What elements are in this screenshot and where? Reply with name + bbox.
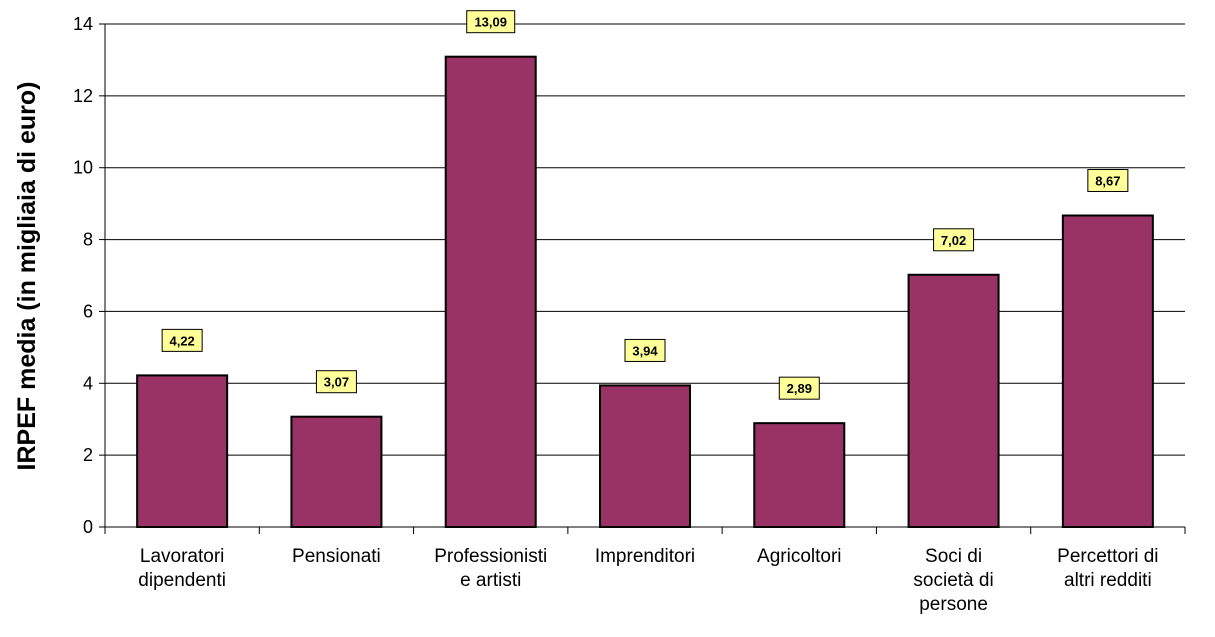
data-label-value: 13,09 bbox=[474, 15, 507, 30]
bar bbox=[136, 374, 229, 529]
data-label-box bbox=[161, 328, 203, 352]
y-tick-label: 4 bbox=[83, 373, 93, 393]
data-label: 7,02 bbox=[933, 228, 975, 252]
data-label-box bbox=[778, 376, 820, 400]
data-label: 8,67 bbox=[1087, 168, 1129, 192]
y-axis-label: IRPEF media (in migliaia di euro) bbox=[13, 82, 41, 471]
data-label-box bbox=[466, 10, 516, 34]
bar bbox=[444, 55, 537, 528]
data-label: 13,09 bbox=[466, 10, 516, 34]
data-label-value: 3,07 bbox=[324, 375, 349, 390]
category-label: Pensionati bbox=[292, 546, 381, 567]
y-tick-label: 14 bbox=[73, 14, 93, 34]
data-label: 3,07 bbox=[315, 370, 357, 394]
data-label: 3,94 bbox=[624, 338, 666, 362]
y-tick-label: 0 bbox=[83, 517, 93, 537]
y-tick-label: 12 bbox=[73, 86, 93, 106]
category-labels: Lavoratori dipendenti Pensionati Profession… bbox=[138, 546, 1158, 615]
bar bbox=[599, 384, 691, 529]
data-labels: 4,22 3,07 13,09 3,94 2,89 7,02 8,67 bbox=[161, 10, 1129, 400]
data-label-value: 8,67 bbox=[1095, 173, 1120, 188]
data-label: 2,89 bbox=[778, 376, 820, 400]
bars bbox=[136, 55, 1154, 529]
category-label: Percettori di altri redditi bbox=[1057, 546, 1158, 591]
bar bbox=[907, 273, 1000, 528]
gridlines bbox=[105, 23, 1185, 456]
y-tick-label: 2 bbox=[83, 445, 93, 465]
data-label-value: 7,02 bbox=[941, 233, 966, 248]
category-label: Imprenditori bbox=[595, 546, 695, 567]
data-label: 4,22 bbox=[161, 328, 203, 352]
data-label-value: 3,94 bbox=[632, 343, 658, 358]
category-label: Soci di società di persone bbox=[913, 546, 993, 615]
data-label-box bbox=[933, 228, 975, 252]
data-label-box bbox=[315, 370, 357, 394]
bar bbox=[753, 422, 846, 529]
y-tick-label: 6 bbox=[83, 301, 93, 321]
bar bbox=[290, 415, 383, 528]
data-label-value: 4,22 bbox=[169, 333, 194, 348]
y-tick-label: 10 bbox=[73, 158, 93, 178]
category-label: Lavoratori dipendenti bbox=[138, 546, 226, 591]
y-tick-label: 8 bbox=[83, 230, 93, 250]
category-label: Professionisti e artisti bbox=[434, 546, 547, 591]
data-label-box bbox=[1087, 168, 1129, 192]
data-label-value: 2,89 bbox=[787, 381, 812, 396]
bar bbox=[1061, 214, 1154, 528]
data-label-box bbox=[624, 338, 666, 362]
category-label: Agricoltori bbox=[757, 546, 841, 567]
